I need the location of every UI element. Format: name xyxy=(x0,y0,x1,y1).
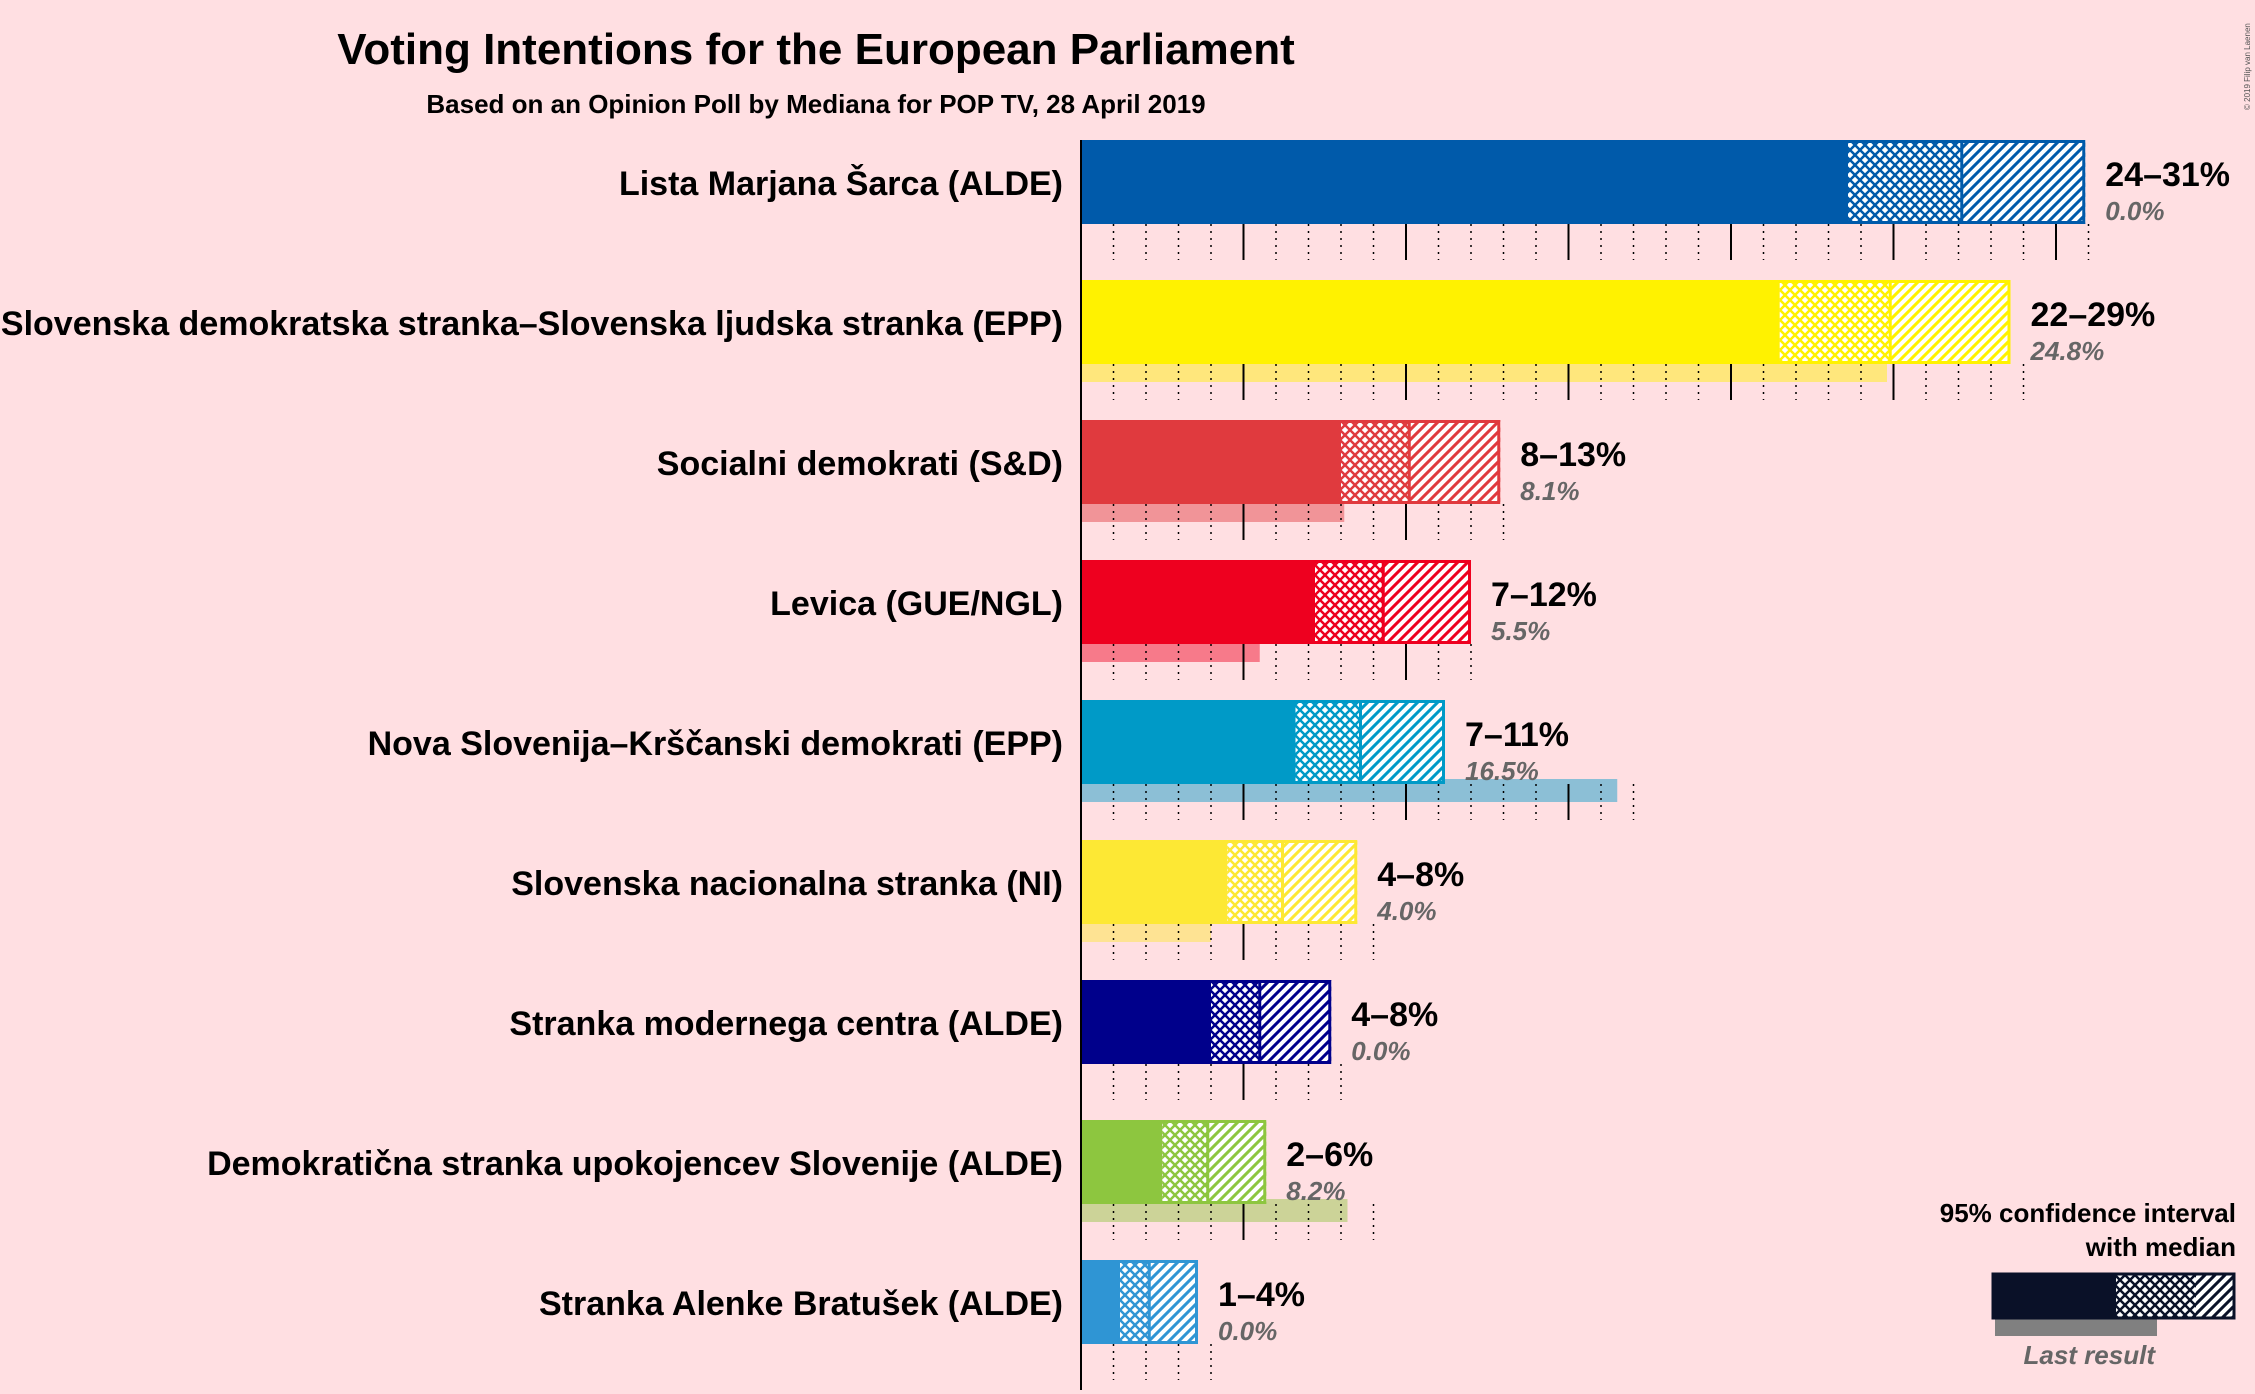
ci-solid-bar xyxy=(1081,980,1211,1064)
legend-title-line2: with median xyxy=(2085,1232,2236,1262)
ci-lower-crosshatch xyxy=(1162,1120,1208,1204)
legend: 95% confidence interval with median Last… xyxy=(1940,1198,2236,1370)
range-label: 4–8% xyxy=(1377,856,1464,894)
last-result-bar xyxy=(1081,779,1618,802)
ci-outline xyxy=(1081,980,1332,1064)
range-label: 2–6% xyxy=(1286,1136,1373,1174)
ci-upper-hatch xyxy=(1360,700,1445,784)
party-row: Stranka Alenke Bratušek (ALDE) 1–4%0.0% xyxy=(539,1260,1305,1380)
ci-solid-bar xyxy=(1081,560,1315,644)
last-result-label: 5.5% xyxy=(1491,616,1550,646)
range-label: 4–8% xyxy=(1351,996,1438,1034)
ci-upper-hatch xyxy=(1383,560,1471,644)
ci-upper-hatch xyxy=(1961,140,2086,224)
party-row: Demokratična stranka upokojencev Sloveni… xyxy=(207,1120,1375,1240)
party-label: Socialni demokrati (S&D) xyxy=(657,445,1063,483)
ci-upper-hatch xyxy=(1890,280,2011,364)
ci-upper-hatch xyxy=(1149,1260,1198,1344)
last-result-label: 0.0% xyxy=(1218,1316,1277,1346)
legend-hatch-bar xyxy=(2196,1274,2234,1318)
party-label: Slovenska demokratska stranka–Slovenska … xyxy=(1,305,1063,343)
ci-lower-crosshatch xyxy=(1211,980,1260,1064)
party-row: Socialni demokrati (S&D) 8–13%8.1% xyxy=(657,420,1626,540)
ci-outline xyxy=(1081,560,1471,644)
ci-outline xyxy=(1081,1120,1267,1204)
chart-title: Voting Intentions for the European Parli… xyxy=(337,25,1295,74)
legend-solid-bar xyxy=(1993,1274,2116,1318)
party-row: Slovenska demokratska stranka–Slovenska … xyxy=(1,280,2155,400)
ci-lower-crosshatch xyxy=(1227,840,1283,924)
range-label: 22–29% xyxy=(2031,296,2156,334)
chart-subtitle: Based on an Opinion Poll by Mediana for … xyxy=(426,89,1205,119)
party-label: Stranka Alenke Bratušek (ALDE) xyxy=(539,1285,1063,1323)
ci-upper-hatch xyxy=(1409,420,1501,504)
ci-upper-hatch xyxy=(1282,840,1358,924)
range-label: 7–12% xyxy=(1491,576,1597,614)
range-label: 24–31% xyxy=(2105,156,2230,194)
ci-lower-crosshatch xyxy=(1120,1260,1150,1344)
legend-outline xyxy=(1991,1272,2236,1320)
last-result-label: 24.8% xyxy=(2030,336,2105,366)
ci-solid-bar xyxy=(1081,1120,1163,1204)
last-result-bar xyxy=(1081,639,1260,662)
copyright: © 2019 Filip van Laenen xyxy=(2243,23,2252,110)
ci-outline xyxy=(1081,280,2011,364)
party-label: Demokratična stranka upokojencev Sloveni… xyxy=(207,1145,1063,1183)
ci-lower-crosshatch xyxy=(1295,700,1361,784)
last-result-label: 0.0% xyxy=(2105,196,2164,226)
ci-solid-bar xyxy=(1081,420,1341,504)
party-label: Stranka modernega centra (ALDE) xyxy=(509,1005,1063,1043)
ci-upper-hatch xyxy=(1207,1120,1267,1204)
ci-solid-bar xyxy=(1081,140,1848,224)
last-result-bar xyxy=(1081,499,1345,522)
ci-lower-crosshatch xyxy=(1315,560,1384,644)
legend-last-result-label: Last result xyxy=(2024,1340,2157,1370)
last-result-label: 8.1% xyxy=(1520,476,1579,506)
range-label: 8–13% xyxy=(1520,436,1626,474)
party-label: Lista Marjana Šarca (ALDE) xyxy=(619,164,1063,203)
ci-outline xyxy=(1081,840,1358,924)
party-row: Levica (GUE/NGL) 7–12%5.5% xyxy=(770,560,1597,680)
party-row: Lista Marjana Šarca (ALDE) 24–31%0.0% xyxy=(619,140,2230,260)
ci-solid-bar xyxy=(1081,840,1228,924)
legend-title-line1: 95% confidence interval xyxy=(1940,1198,2236,1228)
range-label: 7–11% xyxy=(1465,716,1569,754)
ci-upper-hatch xyxy=(1259,980,1332,1064)
last-result-label: 16.5% xyxy=(1465,756,1539,786)
range-label: 1–4% xyxy=(1218,1276,1305,1314)
party-label: Slovenska nacionalna stranka (NI) xyxy=(511,865,1063,903)
last-result-bar xyxy=(1081,359,1887,382)
last-result-label: 0.0% xyxy=(1351,1036,1410,1066)
last-result-label: 8.2% xyxy=(1286,1176,1345,1206)
ci-outline xyxy=(1081,1260,1198,1344)
party-row: Nova Slovenija–Krščanski demokrati (EPP)… xyxy=(368,700,1635,820)
ci-outline xyxy=(1081,140,2086,224)
ci-solid-bar xyxy=(1081,280,1780,364)
ci-outline xyxy=(1081,700,1445,784)
party-row: Slovenska nacionalna stranka (NI) 4–8%4.0… xyxy=(511,840,1464,960)
ci-solid-bar xyxy=(1081,1260,1120,1344)
ci-outline xyxy=(1081,420,1501,504)
party-label: Levica (GUE/NGL) xyxy=(770,585,1063,623)
last-result-label: 4.0% xyxy=(1376,896,1436,926)
party-row: Stranka modernega centra (ALDE) 4–8%0.0% xyxy=(509,980,1438,1100)
party-label: Nova Slovenija–Krščanski demokrati (EPP) xyxy=(368,725,1063,763)
legend-crosshatch-bar xyxy=(2116,1274,2196,1318)
ci-solid-bar xyxy=(1081,700,1296,784)
bars-layer: Lista Marjana Šarca (ALDE) 24–31%0.0%Slov… xyxy=(1,140,2230,1390)
last-result-bar xyxy=(1081,1199,1348,1222)
ci-lower-crosshatch xyxy=(1779,280,1891,364)
ci-lower-crosshatch xyxy=(1848,140,1962,224)
ci-lower-crosshatch xyxy=(1341,420,1410,504)
